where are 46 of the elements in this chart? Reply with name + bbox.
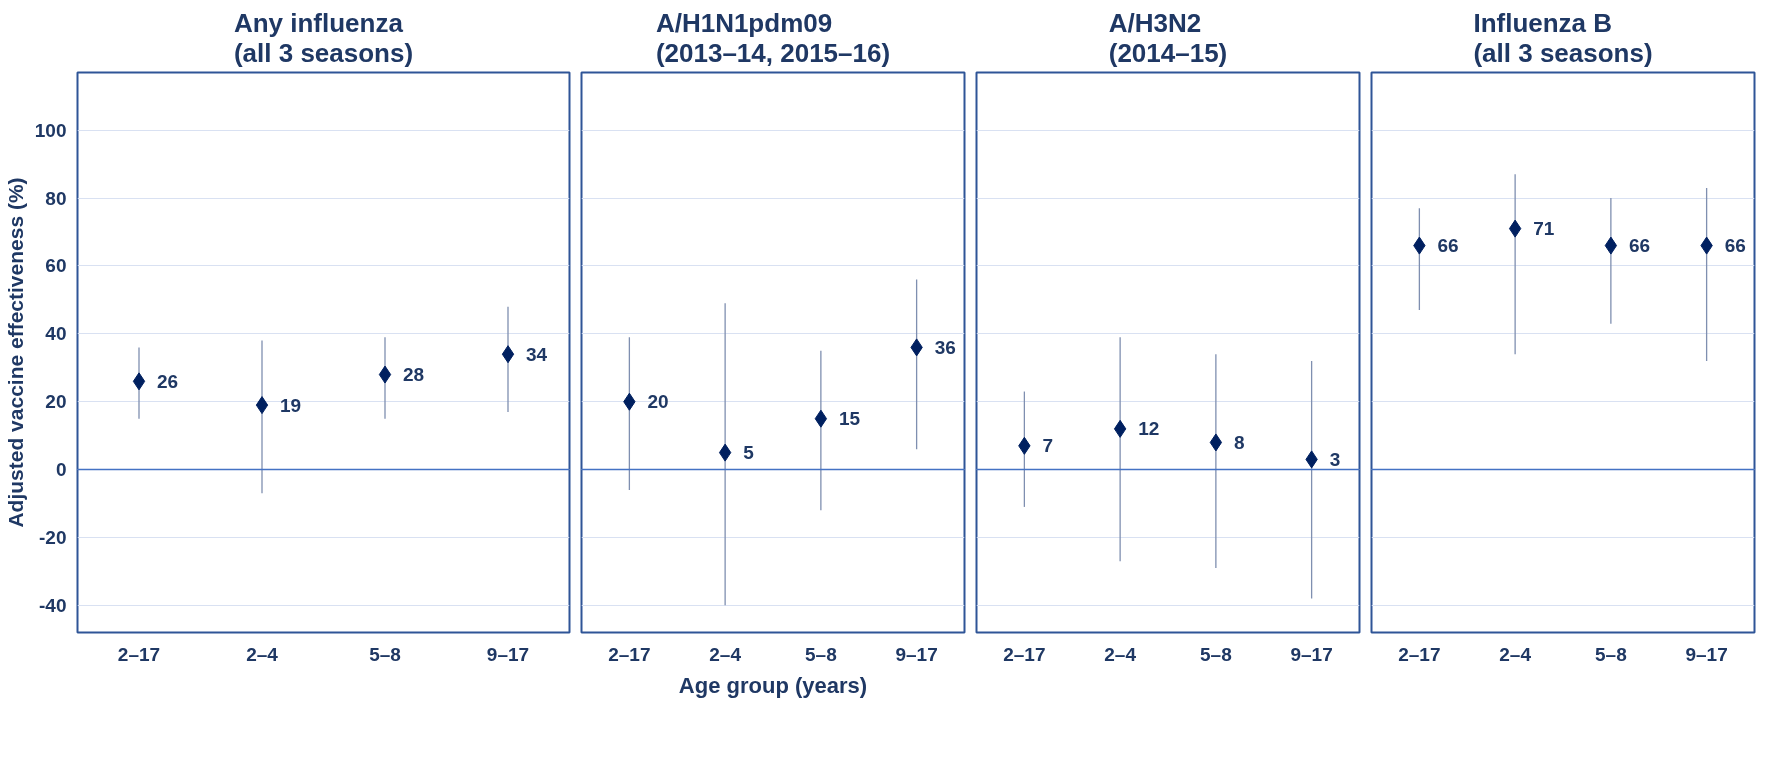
y-tick-label: -20 bbox=[39, 526, 67, 548]
y-tick-label: 20 bbox=[45, 391, 67, 413]
x-tick-label: 5–8 bbox=[1595, 643, 1627, 665]
x-tick-label: 2–4 bbox=[1499, 643, 1532, 665]
data-label: 3 bbox=[1329, 448, 1341, 470]
x-tick-label: 9–17 bbox=[1685, 643, 1728, 665]
y-tick-label: 60 bbox=[45, 255, 67, 277]
data-label: 66 bbox=[1437, 235, 1459, 257]
y-tick-label: -40 bbox=[39, 594, 67, 616]
data-label: 66 bbox=[1628, 235, 1651, 257]
chart-title: A/H1N1pdm09 (2013–14, 2015–16) bbox=[655, 7, 891, 68]
y-tick-label: 0 bbox=[55, 459, 67, 481]
y-tick-label: 40 bbox=[45, 323, 67, 345]
data-label: 66 bbox=[1724, 235, 1746, 257]
data-label: 12 bbox=[1138, 418, 1160, 440]
x-tick-label: 9–17 bbox=[486, 643, 530, 665]
x-tick-label: 9–17 bbox=[895, 643, 938, 665]
data-label: 20 bbox=[647, 391, 669, 413]
data-label: 15 bbox=[838, 408, 861, 430]
x-tick-label: 2–4 bbox=[246, 643, 279, 665]
data-label: 19 bbox=[280, 394, 302, 416]
x-tick-label: 2–17 bbox=[608, 643, 651, 665]
chart-title: A/H3N2 (2014–15) bbox=[1108, 7, 1228, 68]
x-tick-label: 5–8 bbox=[805, 643, 837, 665]
data-label: 34 bbox=[526, 343, 548, 365]
data-label: 8 bbox=[1233, 431, 1245, 453]
x-tick-label: 2–17 bbox=[1398, 643, 1441, 665]
y-tick-label: 100 bbox=[34, 119, 67, 141]
x-tick-label: 5–8 bbox=[1200, 643, 1232, 665]
x-tick-label: 5–8 bbox=[369, 643, 401, 665]
x-tick-label: 2–17 bbox=[117, 643, 161, 665]
x-axis-title: Age group (years) bbox=[678, 672, 868, 698]
x-tick-label: 2–4 bbox=[1104, 643, 1137, 665]
data-label: 71 bbox=[1533, 218, 1555, 240]
data-label: 28 bbox=[403, 364, 425, 386]
y-axis-title: Adjusted vaccine effectiveness (%) bbox=[3, 177, 27, 528]
data-label: 36 bbox=[934, 336, 956, 358]
data-label: 5 bbox=[743, 442, 755, 464]
y-tick-label: 80 bbox=[45, 187, 67, 209]
chart-title: Any influenza (all 3 seasons) bbox=[233, 7, 414, 68]
x-tick-label: 2–17 bbox=[1003, 643, 1046, 665]
data-label: 7 bbox=[1042, 435, 1053, 457]
x-tick-label: 2–4 bbox=[709, 643, 742, 665]
chart-title: Influenza B (all 3 seasons) bbox=[1473, 7, 1653, 68]
data-label: 26 bbox=[157, 370, 179, 392]
x-tick-label: 9–17 bbox=[1290, 643, 1333, 665]
